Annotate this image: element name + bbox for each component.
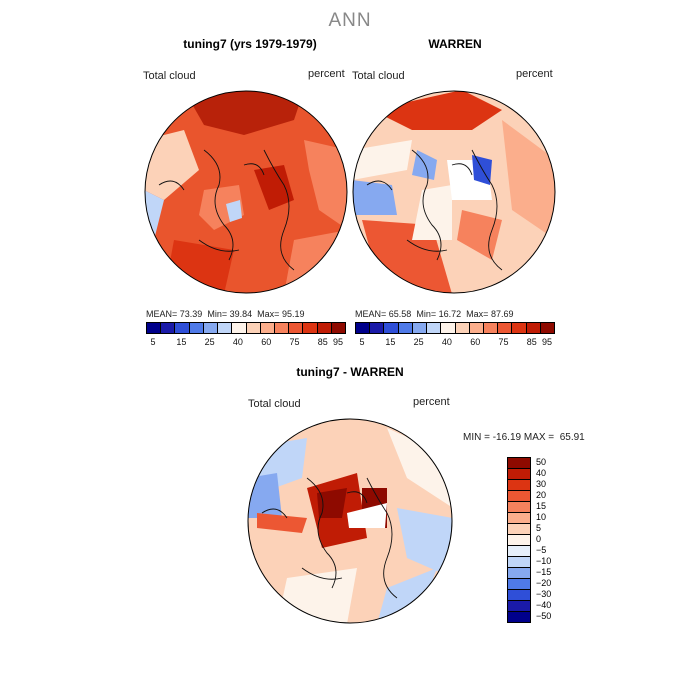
colorbar-tick-label: 5 (150, 337, 156, 347)
diff-colorbar-tick-label: 0 (536, 534, 542, 544)
stats-model: MEAN= 73.39 Min= 39.84 Max= 95.19 (146, 309, 305, 319)
diff-colorbar-swatch (508, 469, 530, 480)
colorbar-tick-label: 85 (526, 337, 537, 347)
colorbar-swatch (498, 323, 513, 333)
polar-map-obs (352, 90, 556, 294)
diff-colorbar-tick-label: −5 (536, 544, 547, 555)
diff-colorbar-swatch (508, 524, 530, 535)
colorbar-tick-label: 25 (413, 337, 424, 347)
colorbar-swatch (331, 323, 346, 333)
colorbar-swatch (317, 323, 332, 333)
diff-colorbar-swatch (508, 579, 530, 590)
colorbar-swatch (161, 323, 176, 333)
diff-colorbar-tick-label: −10 (536, 555, 552, 566)
colorbar-tick-label: 25 (204, 337, 215, 347)
colorbar-swatch (412, 323, 428, 333)
colorbar-swatch (218, 323, 233, 333)
diff-colorbar-tick-label: 40 (536, 468, 547, 479)
colorbar-ticks-obs: 5 15 25 40 60 75 85 95 (355, 337, 553, 349)
colorbar-swatch (274, 323, 290, 333)
colorbar-swatch (384, 323, 399, 333)
colorbar-tick-label: 75 (498, 337, 509, 347)
diff-colorbar-tick-label: 5 (536, 523, 542, 534)
diff-variable-label: Total cloud (248, 398, 301, 410)
colorbar-tick-label: 5 (359, 337, 365, 347)
diff-panel-title: tuning7 - WARREN (296, 365, 404, 379)
diff-colorbar-swatch (508, 568, 530, 579)
polar-map-diff (247, 418, 453, 624)
colorbar-swatch (356, 323, 371, 333)
units-label-obs: percent (516, 68, 553, 80)
diff-colorbar-tick-label: −15 (536, 566, 552, 577)
diff-colorbar-tick-label: −30 (536, 588, 552, 599)
colorbar-swatch (289, 323, 304, 333)
colorbar-swatch (175, 323, 190, 333)
colorbar-tick-label: 60 (261, 337, 272, 347)
diff-colorbar-swatch (508, 612, 530, 622)
colorbar-swatch (455, 323, 470, 333)
diff-colorbar-swatch (508, 535, 530, 546)
colorbar-swatch (246, 323, 261, 333)
diff-colorbar-tick-label: −40 (536, 599, 552, 610)
diff-colorbar-swatch (508, 590, 530, 601)
polar-map-model (144, 90, 348, 294)
colorbar-tick-label: 95 (542, 337, 553, 347)
season-title: ANN (328, 10, 372, 31)
colorbar-ticks-model: 5 15 25 40 60 75 85 95 (146, 337, 344, 349)
colorbar-tick-label: 95 (333, 337, 344, 347)
panel-title-model: tuning7 (yrs 1979-1979) (183, 37, 317, 51)
colorbar-swatch (189, 323, 204, 333)
colorbar-swatch (232, 323, 247, 333)
diff-colorbar-swatch (508, 458, 530, 469)
colorbar-model (146, 322, 346, 334)
variable-label-model: Total cloud (143, 70, 196, 82)
diff-colorbar-tick-label: 10 (536, 512, 547, 523)
colorbar-swatch (526, 323, 541, 333)
colorbar-tick-label: 60 (470, 337, 481, 347)
colorbar-tick-label: 15 (385, 337, 396, 347)
diff-colorbar-swatch (508, 601, 530, 612)
diff-minmax: MIN = -16.19 MAX = 65.91 (463, 432, 585, 443)
diff-colorbar-swatch (508, 546, 530, 557)
diff-colorbar-tick-label: −50 (536, 610, 552, 621)
colorbar-swatch (427, 323, 442, 333)
diff-colorbar-swatch (508, 491, 530, 502)
colorbar-tick-label: 85 (317, 337, 328, 347)
colorbar-tick-label: 40 (441, 337, 452, 347)
colorbar-swatch (260, 323, 275, 333)
colorbar-swatch (441, 323, 456, 333)
diff-colorbar-swatch (508, 502, 530, 513)
diff-colorbar-swatch (508, 557, 530, 568)
panel-title-obs: WARREN (428, 37, 482, 51)
colorbar-swatch (540, 323, 555, 333)
diff-colorbar-tick-label: 30 (536, 479, 547, 490)
colorbar-swatch (203, 323, 219, 333)
colorbar-swatch (469, 323, 484, 333)
stats-obs: MEAN= 65.58 Min= 16.72 Max= 87.69 (355, 309, 514, 319)
colorbar-tick-label: 15 (176, 337, 187, 347)
colorbar-swatch (483, 323, 499, 333)
diff-colorbar-tick-label: −20 (536, 577, 552, 588)
colorbar-swatch (147, 323, 162, 333)
diff-colorbar-tick-label: 20 (536, 490, 547, 501)
diff-colorbar-ticks: 50 40 30 20 15 10 5 0 −5 −10 −15 −20 −30 −40 −50 (536, 457, 576, 621)
colorbar-swatch (398, 323, 413, 333)
diff-colorbar-tick-label: 50 (536, 457, 547, 468)
variable-label-obs: Total cloud (352, 70, 405, 82)
colorbar-obs (355, 322, 555, 334)
diff-units-label: percent (413, 396, 450, 408)
colorbar-tick-label: 75 (289, 337, 300, 347)
units-label-model: percent (308, 68, 345, 80)
diff-colorbar-swatch (508, 513, 530, 524)
diff-colorbar (507, 457, 531, 623)
colorbar-swatch (512, 323, 527, 333)
colorbar-tick-label: 40 (232, 337, 243, 347)
diff-colorbar-tick-label: 15 (536, 501, 547, 512)
colorbar-swatch (370, 323, 385, 333)
diff-colorbar-swatch (508, 480, 530, 491)
colorbar-swatch (303, 323, 318, 333)
